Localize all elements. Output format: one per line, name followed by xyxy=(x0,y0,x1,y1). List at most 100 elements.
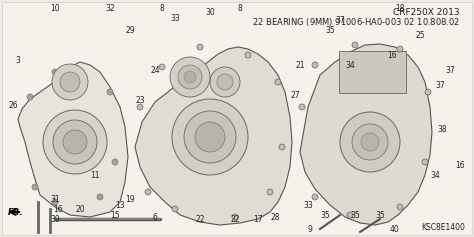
Text: 16: 16 xyxy=(455,160,465,169)
Circle shape xyxy=(63,130,87,154)
Circle shape xyxy=(172,206,178,212)
Text: 31: 31 xyxy=(50,196,60,205)
Text: 33: 33 xyxy=(303,201,313,210)
Text: 21: 21 xyxy=(295,60,305,69)
Text: 34: 34 xyxy=(430,170,440,179)
Circle shape xyxy=(397,204,403,210)
Circle shape xyxy=(52,64,88,100)
Circle shape xyxy=(361,133,379,151)
Text: 35: 35 xyxy=(325,26,335,35)
Circle shape xyxy=(245,52,251,58)
Text: 22: 22 xyxy=(230,215,240,224)
Circle shape xyxy=(109,91,111,94)
Circle shape xyxy=(397,46,403,52)
Circle shape xyxy=(34,186,36,188)
Text: 35: 35 xyxy=(375,210,385,219)
Circle shape xyxy=(28,96,31,99)
Text: 37: 37 xyxy=(435,81,445,90)
FancyBboxPatch shape xyxy=(2,2,472,235)
Circle shape xyxy=(312,194,318,200)
Text: 24: 24 xyxy=(150,65,160,74)
Circle shape xyxy=(232,214,238,220)
Text: 11: 11 xyxy=(90,170,100,179)
Circle shape xyxy=(347,212,353,218)
Text: 40: 40 xyxy=(390,225,400,234)
Text: 20: 20 xyxy=(75,205,85,214)
Text: 6: 6 xyxy=(153,214,157,223)
Circle shape xyxy=(422,159,428,165)
Circle shape xyxy=(217,74,233,90)
Text: 34: 34 xyxy=(345,60,355,69)
Circle shape xyxy=(210,67,240,97)
Text: 22: 22 xyxy=(195,215,205,224)
FancyBboxPatch shape xyxy=(339,51,406,93)
Text: 25: 25 xyxy=(415,31,425,40)
Circle shape xyxy=(54,70,56,73)
Circle shape xyxy=(54,201,56,204)
Text: 35: 35 xyxy=(350,210,360,219)
Text: 26: 26 xyxy=(8,100,18,109)
Text: 37: 37 xyxy=(335,15,345,24)
Text: KSC8E1400: KSC8E1400 xyxy=(421,223,465,232)
Circle shape xyxy=(178,65,202,89)
Text: 3: 3 xyxy=(16,55,20,64)
Circle shape xyxy=(312,62,318,68)
Circle shape xyxy=(195,122,225,152)
Circle shape xyxy=(352,42,358,48)
Circle shape xyxy=(112,159,118,165)
Text: 18: 18 xyxy=(395,4,405,13)
Circle shape xyxy=(159,64,165,70)
Text: 17: 17 xyxy=(253,215,263,224)
Circle shape xyxy=(279,144,285,150)
Circle shape xyxy=(137,104,143,110)
Circle shape xyxy=(425,89,431,95)
Text: 33: 33 xyxy=(170,14,180,23)
Text: 13: 13 xyxy=(115,201,125,210)
Text: 16: 16 xyxy=(53,205,63,214)
Text: 19: 19 xyxy=(125,196,135,205)
Circle shape xyxy=(275,79,281,85)
Circle shape xyxy=(299,104,305,110)
Text: 39: 39 xyxy=(50,215,60,224)
Circle shape xyxy=(32,184,38,190)
Circle shape xyxy=(52,199,58,205)
Circle shape xyxy=(184,111,236,163)
Circle shape xyxy=(43,110,107,174)
Circle shape xyxy=(60,72,80,92)
Circle shape xyxy=(170,57,210,97)
Circle shape xyxy=(52,69,58,75)
Polygon shape xyxy=(300,44,432,225)
Text: 10: 10 xyxy=(50,4,60,13)
Text: 8: 8 xyxy=(237,4,242,13)
Text: 16: 16 xyxy=(387,50,397,59)
Polygon shape xyxy=(135,47,292,225)
Text: 30: 30 xyxy=(205,8,215,17)
Circle shape xyxy=(340,112,400,172)
Circle shape xyxy=(267,189,273,195)
Polygon shape xyxy=(18,62,128,217)
Circle shape xyxy=(53,120,97,164)
Text: 38: 38 xyxy=(437,126,447,135)
Circle shape xyxy=(172,99,248,175)
Circle shape xyxy=(97,194,103,200)
Circle shape xyxy=(197,44,203,50)
Text: 8: 8 xyxy=(160,4,164,13)
Circle shape xyxy=(352,124,388,160)
Circle shape xyxy=(27,94,33,100)
Circle shape xyxy=(113,160,117,164)
Text: 9: 9 xyxy=(308,225,312,234)
Text: 32: 32 xyxy=(105,4,115,13)
Circle shape xyxy=(184,71,196,83)
Text: 22 BEARING (9MM) 91006-HA0-003 02 $10.80 $8.02: 22 BEARING (9MM) 91006-HA0-003 02 $10.80… xyxy=(252,16,460,28)
Text: 28: 28 xyxy=(270,214,280,223)
Circle shape xyxy=(99,196,101,199)
Text: FR.: FR. xyxy=(8,208,24,217)
Text: CRF250X 2013: CRF250X 2013 xyxy=(393,8,460,17)
Text: 37: 37 xyxy=(445,65,455,74)
Circle shape xyxy=(145,189,151,195)
Text: 35: 35 xyxy=(320,210,330,219)
Text: 23: 23 xyxy=(135,96,145,105)
Text: 27: 27 xyxy=(290,91,300,100)
Text: 15: 15 xyxy=(110,210,120,219)
Circle shape xyxy=(107,89,113,95)
